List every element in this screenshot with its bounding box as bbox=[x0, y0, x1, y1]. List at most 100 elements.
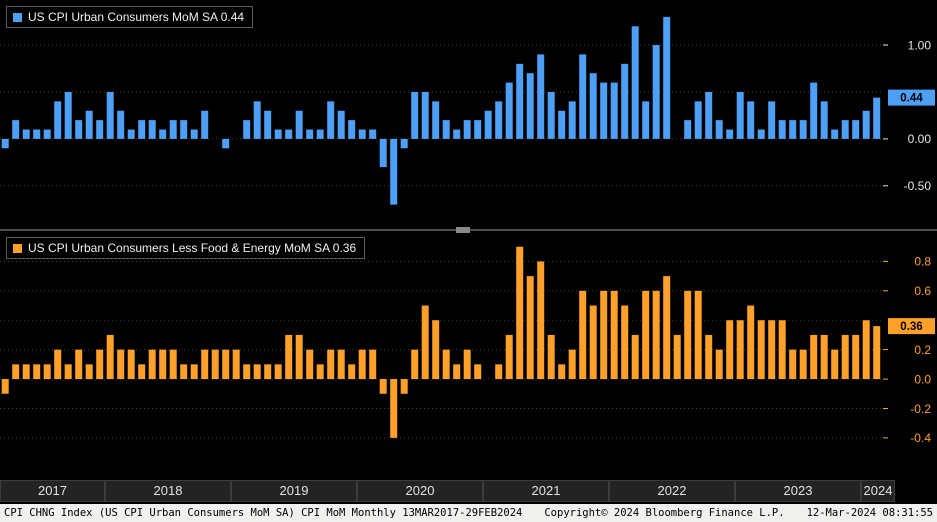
bar bbox=[621, 305, 629, 380]
bar bbox=[516, 246, 524, 380]
bar bbox=[778, 120, 786, 139]
bar bbox=[127, 129, 135, 139]
bar bbox=[285, 129, 293, 139]
bar bbox=[64, 364, 72, 380]
bar bbox=[96, 349, 104, 380]
bar bbox=[421, 305, 429, 380]
bar bbox=[663, 276, 671, 380]
axis-tick-label: 0.0 bbox=[914, 372, 931, 386]
bar bbox=[432, 320, 440, 380]
core-cpi-chart[interactable]: 0.8 0.6 0.36 0.2 0.0 -0.2 -0.4 bbox=[0, 231, 937, 478]
bar bbox=[841, 120, 849, 139]
axis-tick-label: -0.2 bbox=[910, 402, 931, 416]
bar bbox=[589, 73, 597, 139]
bar bbox=[348, 364, 356, 380]
bar bbox=[684, 120, 692, 139]
bar bbox=[190, 129, 198, 139]
legend-headline-label: US CPI Urban Consumers MoM SA 0.44 bbox=[28, 10, 245, 24]
bar bbox=[589, 305, 597, 380]
bar bbox=[873, 97, 881, 139]
year-cell-2021[interactable]: 2021 bbox=[483, 480, 609, 502]
last-value-badge bbox=[888, 318, 935, 335]
bar bbox=[285, 334, 293, 380]
axis-tick-label: 0.8 bbox=[914, 255, 931, 269]
bar bbox=[831, 129, 839, 139]
bar bbox=[789, 349, 797, 380]
bar bbox=[726, 320, 734, 380]
bar bbox=[579, 54, 587, 139]
bar bbox=[180, 120, 188, 139]
last-value-label: 0.36 bbox=[900, 321, 922, 333]
bar bbox=[778, 320, 786, 380]
bar bbox=[12, 364, 20, 380]
bar bbox=[705, 91, 713, 139]
status-timestamp: 12-Mar-2024 08:31:55 bbox=[806, 507, 933, 519]
bar bbox=[873, 326, 881, 380]
bar bbox=[820, 101, 828, 139]
core-series-swatch bbox=[13, 243, 22, 253]
bar bbox=[159, 349, 167, 380]
bar bbox=[33, 364, 41, 380]
legend-core[interactable]: US CPI Urban Consumers Less Food & Energ… bbox=[6, 237, 366, 259]
bar bbox=[222, 349, 230, 380]
bar bbox=[537, 54, 545, 139]
bar bbox=[127, 349, 135, 380]
bar bbox=[369, 129, 377, 139]
bar bbox=[369, 349, 377, 380]
bar bbox=[673, 334, 681, 380]
bar bbox=[85, 364, 93, 380]
status-security-info: CPI CHNG Index (US CPI Urban Consumers M… bbox=[4, 507, 523, 519]
bar bbox=[526, 276, 534, 380]
bar bbox=[600, 290, 608, 380]
bar bbox=[390, 379, 398, 438]
bar bbox=[747, 101, 755, 139]
bar bbox=[411, 349, 419, 380]
bar bbox=[600, 82, 608, 139]
bar bbox=[757, 320, 765, 380]
bar bbox=[705, 334, 713, 380]
bar bbox=[358, 349, 366, 380]
bar bbox=[799, 349, 807, 380]
year-cell-2017[interactable]: 2017 bbox=[0, 480, 105, 502]
bar bbox=[264, 110, 272, 139]
bar bbox=[379, 138, 387, 168]
bar bbox=[862, 110, 870, 139]
bar bbox=[274, 364, 282, 380]
bar bbox=[33, 129, 41, 139]
bar bbox=[106, 91, 114, 139]
bar bbox=[253, 101, 261, 139]
bar bbox=[831, 349, 839, 380]
bar bbox=[463, 349, 471, 380]
bar bbox=[558, 364, 566, 380]
bar bbox=[159, 129, 167, 139]
bar bbox=[148, 349, 156, 380]
bar bbox=[442, 349, 450, 380]
bar bbox=[663, 16, 671, 139]
panel-divider[interactable] bbox=[0, 227, 937, 233]
bar bbox=[379, 379, 387, 394]
bar bbox=[306, 349, 314, 380]
bar bbox=[232, 349, 240, 380]
axis-tick-label: 0.6 bbox=[914, 284, 931, 298]
bar bbox=[211, 349, 219, 380]
axis-tick-label: 1.00 bbox=[908, 38, 932, 52]
year-cell-2018[interactable]: 2018 bbox=[105, 480, 231, 502]
year-cell-2019[interactable]: 2019 bbox=[231, 480, 357, 502]
year-cell-2023[interactable]: 2023 bbox=[735, 480, 861, 502]
bar bbox=[22, 129, 30, 139]
year-cell-2020[interactable]: 2020 bbox=[357, 480, 483, 502]
bar bbox=[96, 120, 104, 139]
divider-handle[interactable] bbox=[456, 227, 470, 233]
bar bbox=[726, 129, 734, 139]
bar bbox=[474, 364, 482, 380]
legend-headline[interactable]: US CPI Urban Consumers MoM SA 0.44 bbox=[6, 6, 254, 28]
headline-cpi-chart[interactable]: 1.00 0.44 0.00 -0.50 bbox=[0, 0, 937, 229]
year-cell-2022[interactable]: 2022 bbox=[609, 480, 735, 502]
bar bbox=[222, 138, 230, 149]
bar bbox=[547, 91, 555, 139]
bar bbox=[757, 129, 765, 139]
year-cell-2024[interactable]: 2024 bbox=[861, 480, 895, 502]
bar bbox=[694, 101, 702, 139]
bar bbox=[810, 82, 818, 139]
